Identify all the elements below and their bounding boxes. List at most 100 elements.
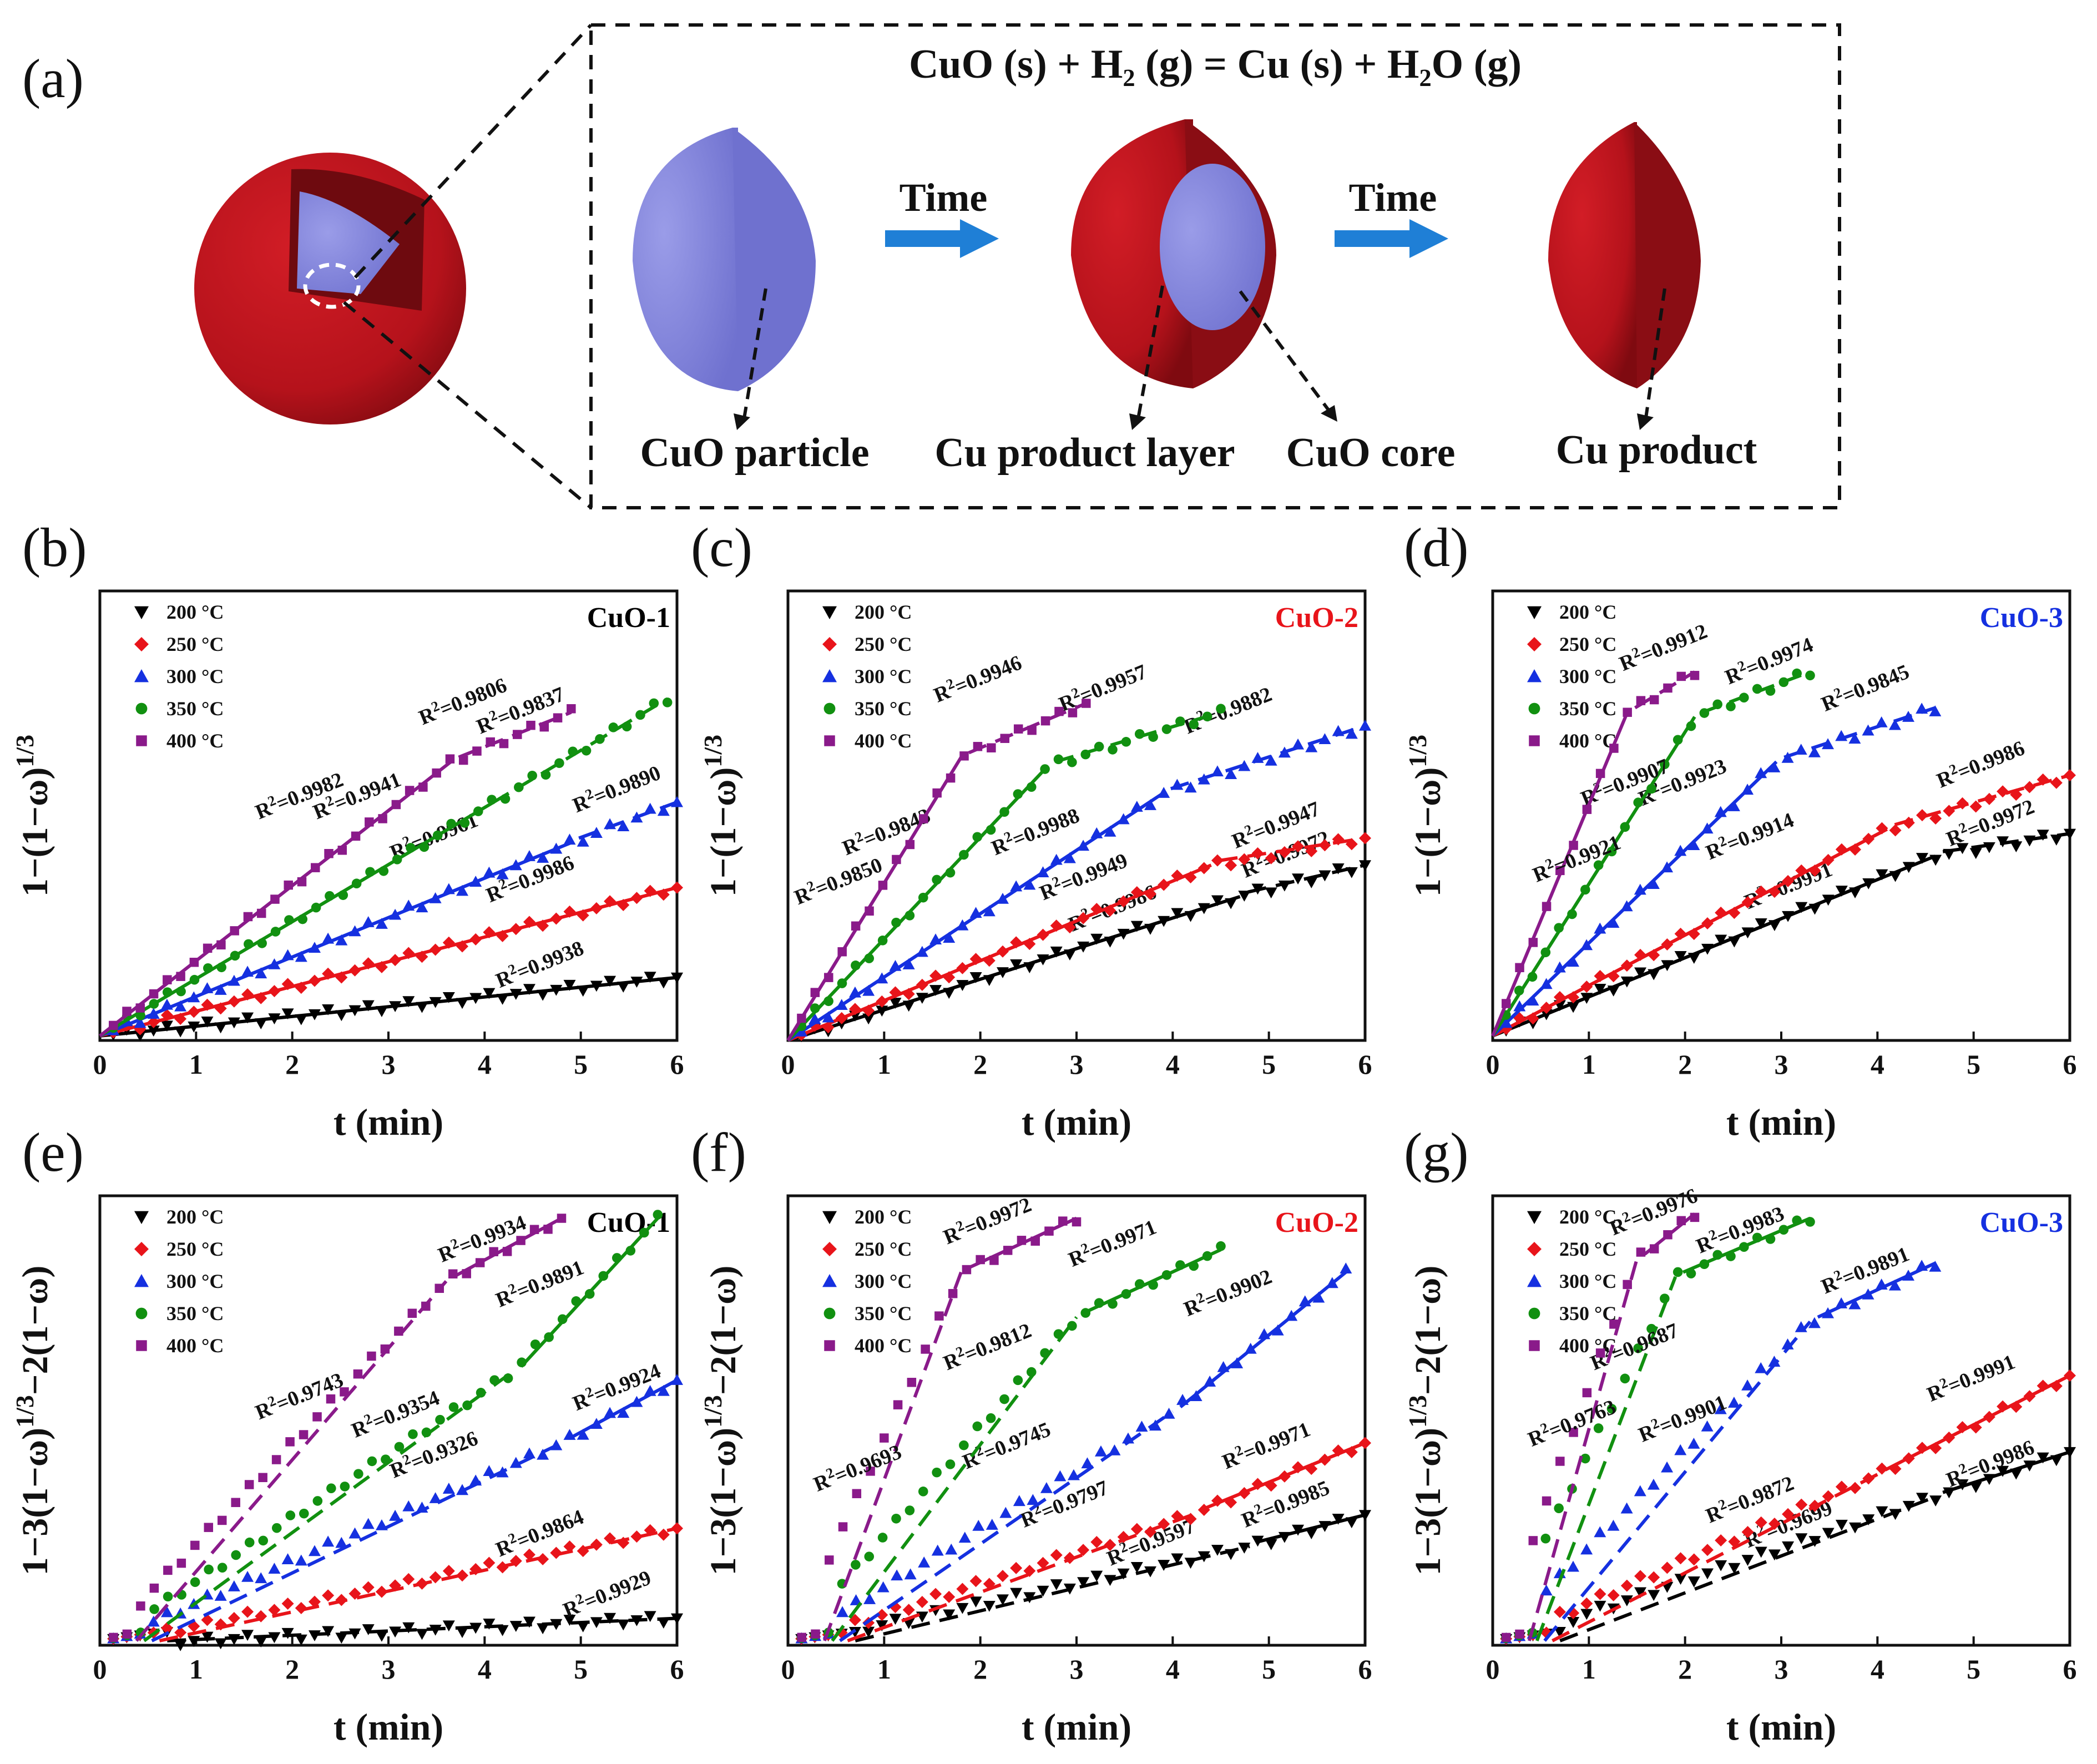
data-point: [257, 938, 267, 948]
data-point: [1715, 1534, 1727, 1546]
data-point: [394, 1326, 403, 1336]
data-point: [1094, 1298, 1104, 1308]
data-point: [1225, 1549, 1237, 1560]
data-point: [1553, 991, 1566, 1004]
data-point: [201, 1614, 214, 1626]
data-point: [365, 817, 374, 827]
y-axis-label-b: 1−(1−ω)1/3: [11, 735, 56, 897]
data-point: [811, 1629, 820, 1639]
data-point: [135, 1003, 145, 1013]
panel-a-schematic: (a) CuO (s) + H₂ (g) = Cu (s) + H₂O (g) …: [22, 23, 1841, 509]
data-point: [617, 1619, 630, 1631]
data-point: [1741, 784, 1754, 795]
data-point: [243, 912, 253, 922]
data-point: [590, 980, 603, 992]
data-point: [214, 1618, 227, 1631]
data-point: [1580, 939, 1593, 951]
data-point: [1701, 1420, 1714, 1432]
data-point: [1648, 949, 1660, 962]
data-point: [429, 1571, 442, 1584]
data-point: [1305, 741, 1318, 752]
data-point: [1569, 841, 1578, 850]
data-point: [956, 1583, 969, 1595]
data-point: [657, 1618, 670, 1629]
data-point: [416, 1002, 428, 1013]
data-point: [1660, 759, 1670, 770]
data-point: [389, 1001, 402, 1013]
data-point: [862, 1626, 875, 1638]
data-point: [1969, 1482, 1982, 1493]
data-point: [876, 1005, 888, 1017]
x-tick-label: 4: [1871, 1049, 1884, 1080]
data-point: [918, 892, 928, 903]
data-point: [1620, 959, 1633, 972]
data-point: [1889, 1509, 1902, 1520]
r2-label: R2=0.9882: [1180, 680, 1275, 739]
data-point: [389, 1626, 402, 1638]
data-point: [1660, 1293, 1670, 1303]
fit-line-1: [1492, 855, 1936, 1038]
data-point: [338, 890, 348, 900]
data-point: [644, 1611, 656, 1623]
data-point: [268, 1632, 281, 1644]
data-point: [1251, 847, 1264, 860]
data-point: [378, 814, 387, 823]
data-point: [1514, 985, 1524, 995]
data-point: [1542, 902, 1552, 911]
data-point: [1607, 917, 1620, 928]
data-point: [1231, 1357, 1244, 1368]
data-point: [1606, 846, 1617, 857]
data-point: [1647, 878, 1660, 889]
x-tick-label: 0: [1486, 1049, 1500, 1080]
data-point: [448, 1269, 458, 1278]
data-point: [889, 960, 902, 971]
data-point: [149, 999, 159, 1009]
data-point: [348, 1628, 361, 1640]
data-point: [2064, 769, 2076, 782]
data-point: [1593, 860, 1604, 870]
data-point: [299, 1508, 309, 1519]
data-point: [1251, 1478, 1264, 1490]
series-b-1: R2=0.9986: [99, 851, 683, 1039]
data-point: [877, 1533, 888, 1543]
data-point: [1687, 1576, 1700, 1588]
legend-marker: [822, 1211, 837, 1224]
legend-entry: 400 °C: [1559, 1335, 1616, 1357]
data-point: [241, 1605, 254, 1618]
r2-label: R2=0.9850: [790, 851, 886, 910]
data-point: [876, 972, 888, 984]
data-point: [402, 899, 415, 911]
data-point: [429, 1492, 442, 1503]
legend-entry: 300 °C: [855, 1270, 912, 1292]
data-point: [1620, 1579, 1633, 1592]
r2-label: R2=0.9864: [492, 1503, 587, 1562]
data-point: [322, 1589, 335, 1602]
data-point: [823, 996, 833, 1007]
data-point: [996, 892, 1009, 904]
legend-entry: 300 °C: [855, 665, 912, 688]
data-point: [852, 1489, 862, 1498]
data-point: [865, 906, 874, 916]
data-point: [1144, 887, 1157, 900]
data-point: [1063, 1583, 1076, 1595]
data-point: [932, 788, 942, 798]
data-point: [635, 710, 645, 720]
data-point: [1594, 969, 1606, 982]
data-point: [1956, 1479, 1969, 1490]
data-point: [1104, 1539, 1116, 1551]
data-point: [335, 1594, 348, 1606]
reaction-equation: CuO (s) + H₂ (g) = Cu (s) + H₂O (g): [909, 42, 1522, 87]
data-point: [160, 1020, 173, 1032]
data-point: [1540, 978, 1553, 989]
data-point: [268, 1604, 281, 1616]
data-point: [174, 1640, 187, 1651]
x-tick-label: 5: [574, 1654, 588, 1685]
r2-label: R2=0.9845: [1817, 658, 1913, 716]
data-point: [1580, 993, 1593, 1004]
data-point: [550, 984, 563, 996]
data-point: [864, 953, 875, 963]
data-point: [1835, 1297, 1848, 1308]
data-point: [608, 722, 619, 732]
caption-cu-product: Cu product: [1556, 427, 1757, 473]
